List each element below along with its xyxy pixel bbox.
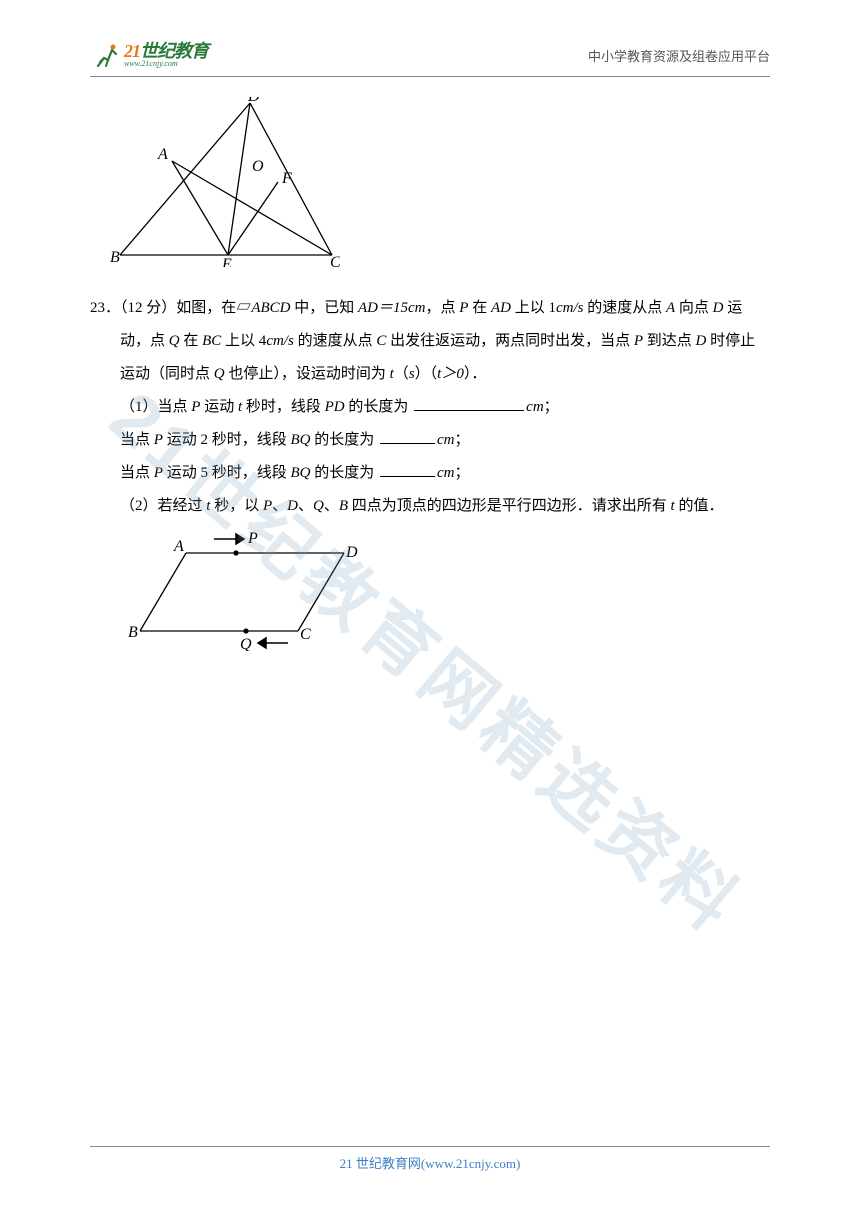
page-header: 21世纪教育 www.21cnjy.com 中小学教育资源及组卷应用平台 (90, 40, 770, 77)
label-P: P (247, 531, 258, 547)
blank-bq-5s (380, 462, 435, 477)
header-subtitle: 中小学教育资源及组卷应用平台 (588, 46, 770, 65)
logo-text-main: 21世纪教育 (124, 42, 208, 60)
label-O: O (252, 158, 264, 175)
blank-pd (414, 396, 524, 411)
label-C: C (330, 254, 340, 267)
label-D2: D (345, 544, 358, 561)
label-F: F (281, 170, 292, 187)
question-23: 23．（12 分）如图，在▱ABCD 中，已知 AD＝15cm，点 P 在 AD… (90, 292, 770, 325)
label-A: A (157, 146, 168, 163)
figure-triangle: B E C D A F O (110, 97, 770, 280)
label-E: E (221, 256, 232, 267)
label-C2: C (300, 626, 311, 643)
logo: 21世纪教育 www.21cnjy.com (90, 40, 208, 70)
label-B: B (110, 249, 120, 266)
page-footer: 21 世纪教育网(www.21cnjy.com) (90, 1146, 770, 1172)
question-23-line2: 动，点 Q 在 BC 上以 4cm/s 的速度从点 C 出发往返运动，两点同时出… (90, 325, 770, 358)
question-23-part1-line3: 当点 P 运动 5 秒时，线段 BQ 的长度为 cm； (90, 457, 770, 490)
blank-bq-2s (380, 429, 435, 444)
figure-parallelogram: A D B C P Q (126, 531, 770, 664)
question-23-part1-line1: （1）当点 P 运动 t 秒时，线段 PD 的长度为 cm； (90, 391, 770, 424)
question-23-part2: （2）若经过 t 秒，以 P、D、Q、B 四点为顶点的四边形是平行四边形．请求出… (90, 490, 770, 523)
logo-text-sub: www.21cnjy.com (124, 60, 208, 68)
label-A2: A (173, 538, 184, 555)
question-23-line3: 运动（同时点 Q 也停止），设运动时间为 t（s）（t＞0）． (90, 358, 770, 391)
question-23-part1-line2: 当点 P 运动 2 秒时，线段 BQ 的长度为 cm； (90, 424, 770, 457)
content-body: B E C D A F O 23．（12 分）如图，在▱ABCD 中，已知 AD… (90, 97, 770, 664)
runner-icon (90, 40, 120, 70)
label-Q: Q (240, 636, 252, 651)
label-B2: B (128, 624, 138, 641)
label-D: D (247, 97, 260, 105)
